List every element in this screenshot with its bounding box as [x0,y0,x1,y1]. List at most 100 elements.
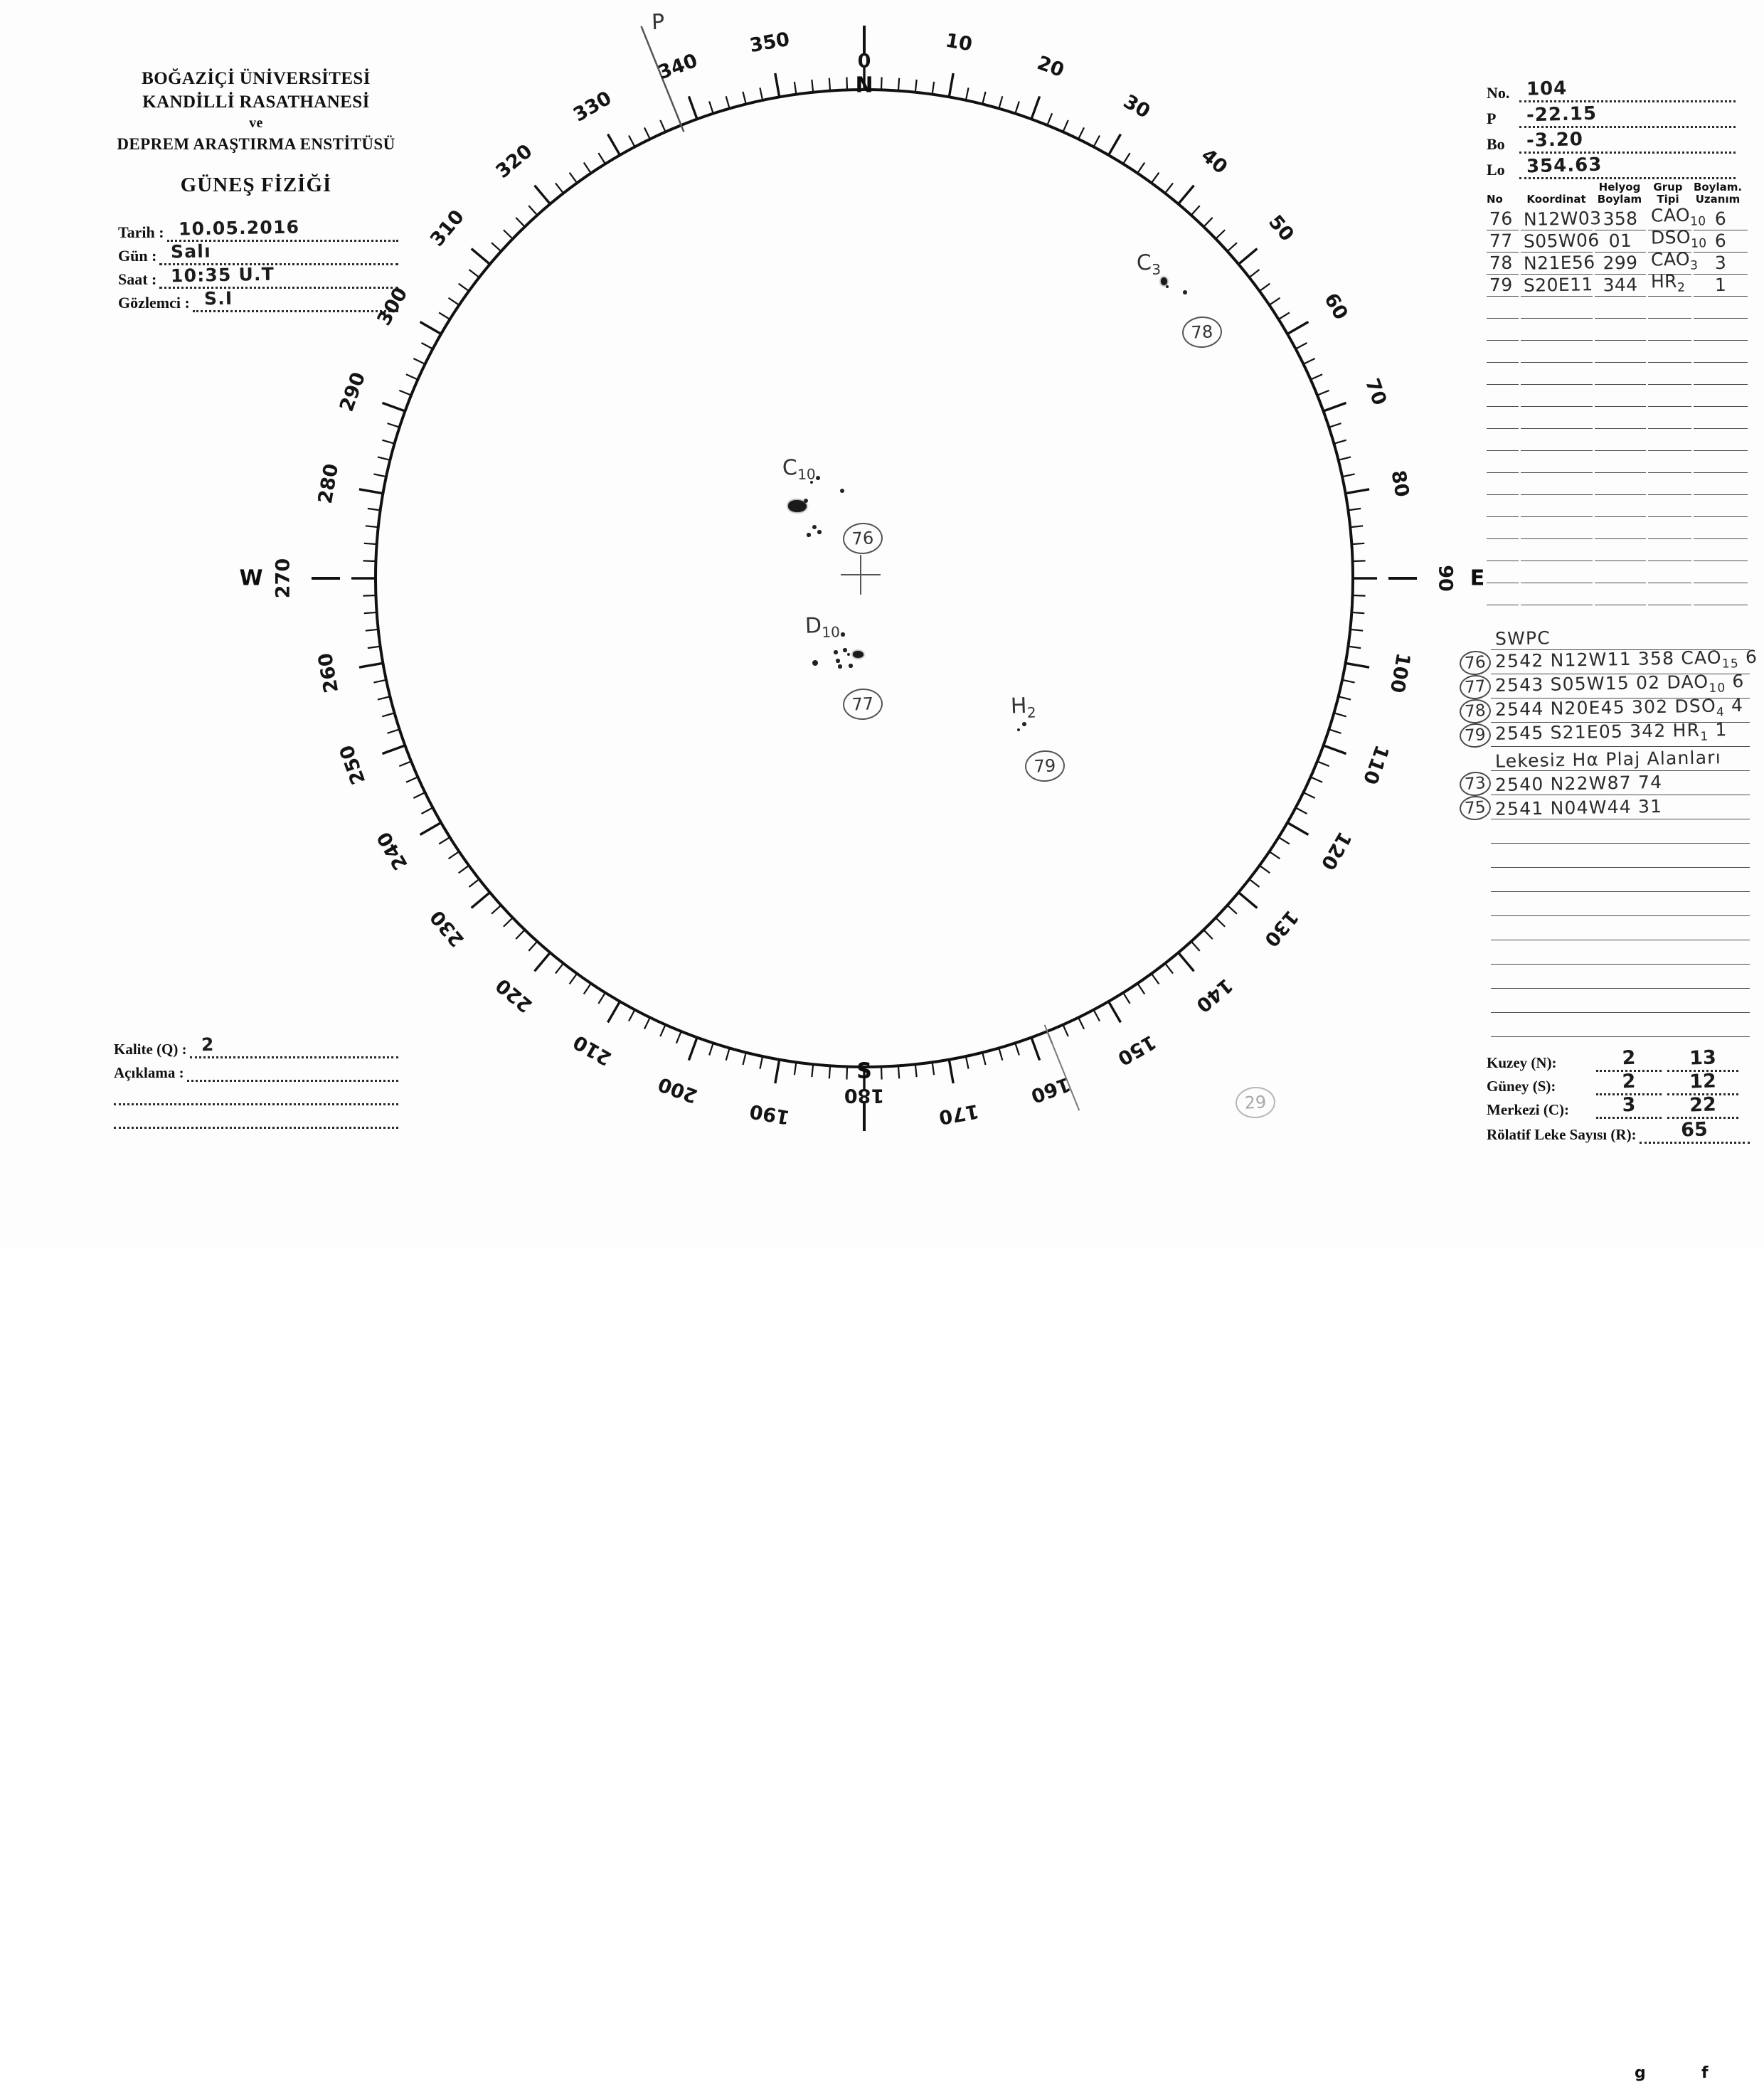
relative-number-label: Rölatif Leke Sayısı (R): [1487,1126,1637,1143]
relative-number-row[interactable]: Rölatif Leke Sayısı (R): 65 [1487,1118,1750,1144]
group-table-row-empty[interactable] [1487,495,1750,517]
swpc-row-text [1491,844,1750,868]
field-aciklama[interactable]: Açıklama : [114,1058,398,1082]
swpc-empty-row[interactable] [1458,892,1750,916]
minor-tick [398,760,412,768]
minor-tick [382,439,395,445]
swpc-active-region-row[interactable]: 79 2545 S21E05 342 HR1 1 [1458,719,1750,749]
observation-sheet: BOĞAZİÇİ ÜNİVERSİTESİ KANDİLLİ RASATHANE… [114,9,1758,2082]
swpc-group-number: 76 [1458,649,1492,676]
swpc-group-number: 78 [1458,698,1492,725]
swpc-empty-row[interactable] [1458,844,1750,868]
minor-tick [555,962,564,974]
swpc-empty-row[interactable] [1458,1013,1750,1037]
minor-tick [491,242,502,253]
swpc-row-text [1491,989,1750,1013]
minor-tick [382,712,395,718]
swpc-plage-row[interactable]: 75 2541 N04W44 31 [1458,795,1750,822]
count-row[interactable]: Kuzey (N): 2 13 [1487,1046,1750,1072]
group-table-row[interactable]: 79 S20E11 344 HR2 1 [1487,270,1750,297]
group-table-row-empty[interactable] [1487,385,1750,407]
param-bo[interactable]: Bo -3.20 [1487,128,1736,154]
page-title: GÜNEŞ FİZİĞİ [180,174,332,197]
group-row-boylam: 299 [1595,252,1647,275]
minor-tick [1259,282,1271,292]
field-aciklama-line2[interactable] [114,1082,398,1105]
minor-tick [1164,182,1174,194]
field-gozlemci[interactable]: Gözlemci : S.I [118,288,398,313]
swpc-group-number [1458,844,1491,868]
field-saat-label: Saat : [118,270,157,289]
field-tarih[interactable]: Tarih : 10.05.2016 [118,217,398,243]
minor-tick [468,269,480,278]
minor-tick [1334,712,1346,718]
field-aciklama-line3[interactable] [114,1105,398,1129]
swpc-row-text [1491,869,1750,892]
count-row-label: Güney (S): [1487,1078,1556,1095]
major-tick [607,133,621,156]
p-angle-axis-line-opposite [1043,1024,1080,1111]
minor-tick [759,87,764,101]
minor-tick [1351,542,1365,546]
field-aciklama-label: Açıklama : [114,1064,184,1081]
group-col-header-1: Koordinat [1526,192,1586,206]
minor-tick [377,696,390,701]
group-table-row-empty[interactable] [1487,407,1750,429]
minor-tick [1351,611,1365,615]
cardinal-north: N [855,73,873,98]
param-no[interactable]: No. 104 [1487,77,1736,102]
swpc-empty-row[interactable] [1458,989,1750,1013]
cardinal-south: S [856,1058,872,1084]
param-lo[interactable]: Lo 354.63 [1487,154,1736,179]
group-spot-76-3 [840,489,844,493]
group-table-row-empty[interactable] [1487,319,1750,341]
swpc-active-region-row[interactable]: 78 2544 N20E45 302 DSO4 4 [1458,695,1750,725]
minor-tick [811,1064,814,1078]
count-row[interactable]: Merkezi (C): 3 22 [1487,1093,1750,1119]
field-saat[interactable]: Saat : 10:35 U.T [118,264,398,290]
count-g-slot: 3 [1596,1094,1662,1119]
group-table-row-empty[interactable] [1487,341,1750,363]
minor-tick [914,79,918,92]
group-table-row-empty[interactable] [1487,297,1750,319]
swpc-title-text: SWPC [1494,627,1551,649]
group-table-row-empty[interactable] [1487,451,1750,473]
group-col-header-4: Boylam. Uzanım [1693,181,1743,206]
group-table-row[interactable]: 78 N21E56 299 CAO3 3 [1487,248,1750,275]
group-spot-77-4 [836,659,840,663]
field-kalite-value: 2 [201,1034,215,1056]
swpc-plage-subheading[interactable]: Lekesiz Hα Plaj Alanları [1458,747,1750,772]
solar-disk-svg [312,26,1417,1131]
group-table-row-empty[interactable] [1487,539,1750,561]
swpc-empty-row[interactable] [1458,965,1750,989]
minor-tick [1190,940,1201,952]
swpc-empty-row[interactable] [1458,916,1750,940]
swpc-empty-row[interactable] [1458,819,1750,844]
group-table-row-empty[interactable] [1487,517,1750,539]
swpc-empty-row[interactable] [1458,868,1750,892]
counts-col-g-header: g [1635,2064,1646,2082]
swpc-plage-row[interactable]: 73 2540 N22W87 74 [1458,770,1750,797]
group-table-row[interactable]: 77 S05W06 01 DSO10 6 [1487,226,1750,253]
minor-tick [1248,878,1260,888]
minor-tick [1150,973,1160,985]
group-table-row[interactable]: 76 N12W03 358 CAO10 6 [1487,204,1750,230]
swpc-active-region-row[interactable]: 76 2542 N12W11 358 CAO15 6 [1458,647,1758,676]
count-row[interactable]: Güney (S): 2 12 [1487,1070,1750,1095]
group-table-row-empty[interactable] [1487,363,1750,385]
minor-tick [1295,807,1307,814]
field-kalite-label: Kalite (Q) : [114,1041,187,1058]
group-table-row-empty[interactable] [1487,561,1750,583]
param-p[interactable]: P -22.15 [1487,102,1736,128]
swpc-empty-row[interactable] [1458,940,1750,965]
minor-tick [491,904,502,915]
minor-tick [742,91,747,105]
swpc-active-region-row[interactable]: 77 2543 S05W15 02 DAO10 6 [1458,671,1750,701]
group-table-row-empty[interactable] [1487,583,1750,605]
field-gun[interactable]: Gün : Salı [118,241,398,266]
group-table-row-empty[interactable] [1487,473,1750,495]
field-gun-line: Salı [159,241,398,266]
group-table-row-empty[interactable] [1487,429,1750,451]
group-type-label-76: C10 [782,455,817,484]
field-kalite[interactable]: Kalite (Q) : 2 [114,1034,398,1058]
